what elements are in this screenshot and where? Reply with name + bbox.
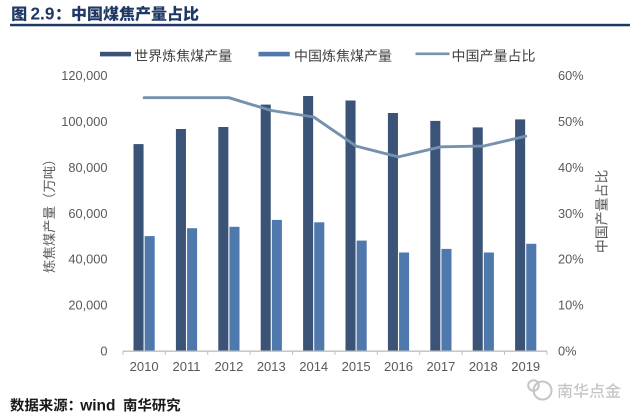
svg-text:20,000: 20,000 bbox=[68, 298, 107, 313]
svg-text:100,000: 100,000 bbox=[61, 114, 107, 129]
svg-text:2017: 2017 bbox=[426, 359, 455, 374]
svg-text:2015: 2015 bbox=[342, 359, 371, 374]
svg-text:80,000: 80,000 bbox=[68, 160, 107, 175]
svg-text:2018: 2018 bbox=[469, 359, 498, 374]
svg-text:2012: 2012 bbox=[214, 359, 243, 374]
svg-text:wind: wind bbox=[79, 397, 115, 414]
svg-text:0: 0 bbox=[100, 344, 107, 359]
svg-text:40%: 40% bbox=[558, 160, 584, 175]
svg-text:2011: 2011 bbox=[173, 359, 201, 374]
svg-text:2014: 2014 bbox=[299, 359, 328, 374]
svg-text:40,000: 40,000 bbox=[68, 252, 107, 267]
svg-text:2.9: 2.9 bbox=[31, 3, 55, 23]
svg-text:2019: 2019 bbox=[511, 359, 540, 374]
svg-text:50%: 50% bbox=[558, 114, 584, 129]
svg-text:2010: 2010 bbox=[130, 359, 159, 374]
svg-text:20%: 20% bbox=[558, 252, 584, 267]
svg-text:10%: 10% bbox=[558, 298, 584, 313]
svg-text:30%: 30% bbox=[558, 206, 584, 221]
svg-text:60,000: 60,000 bbox=[68, 206, 107, 221]
svg-text:2016: 2016 bbox=[384, 359, 413, 374]
svg-text:0%: 0% bbox=[558, 344, 577, 359]
svg-text:60%: 60% bbox=[558, 68, 584, 83]
svg-text:2013: 2013 bbox=[257, 359, 286, 374]
svg-text:120,000: 120,000 bbox=[61, 68, 107, 83]
